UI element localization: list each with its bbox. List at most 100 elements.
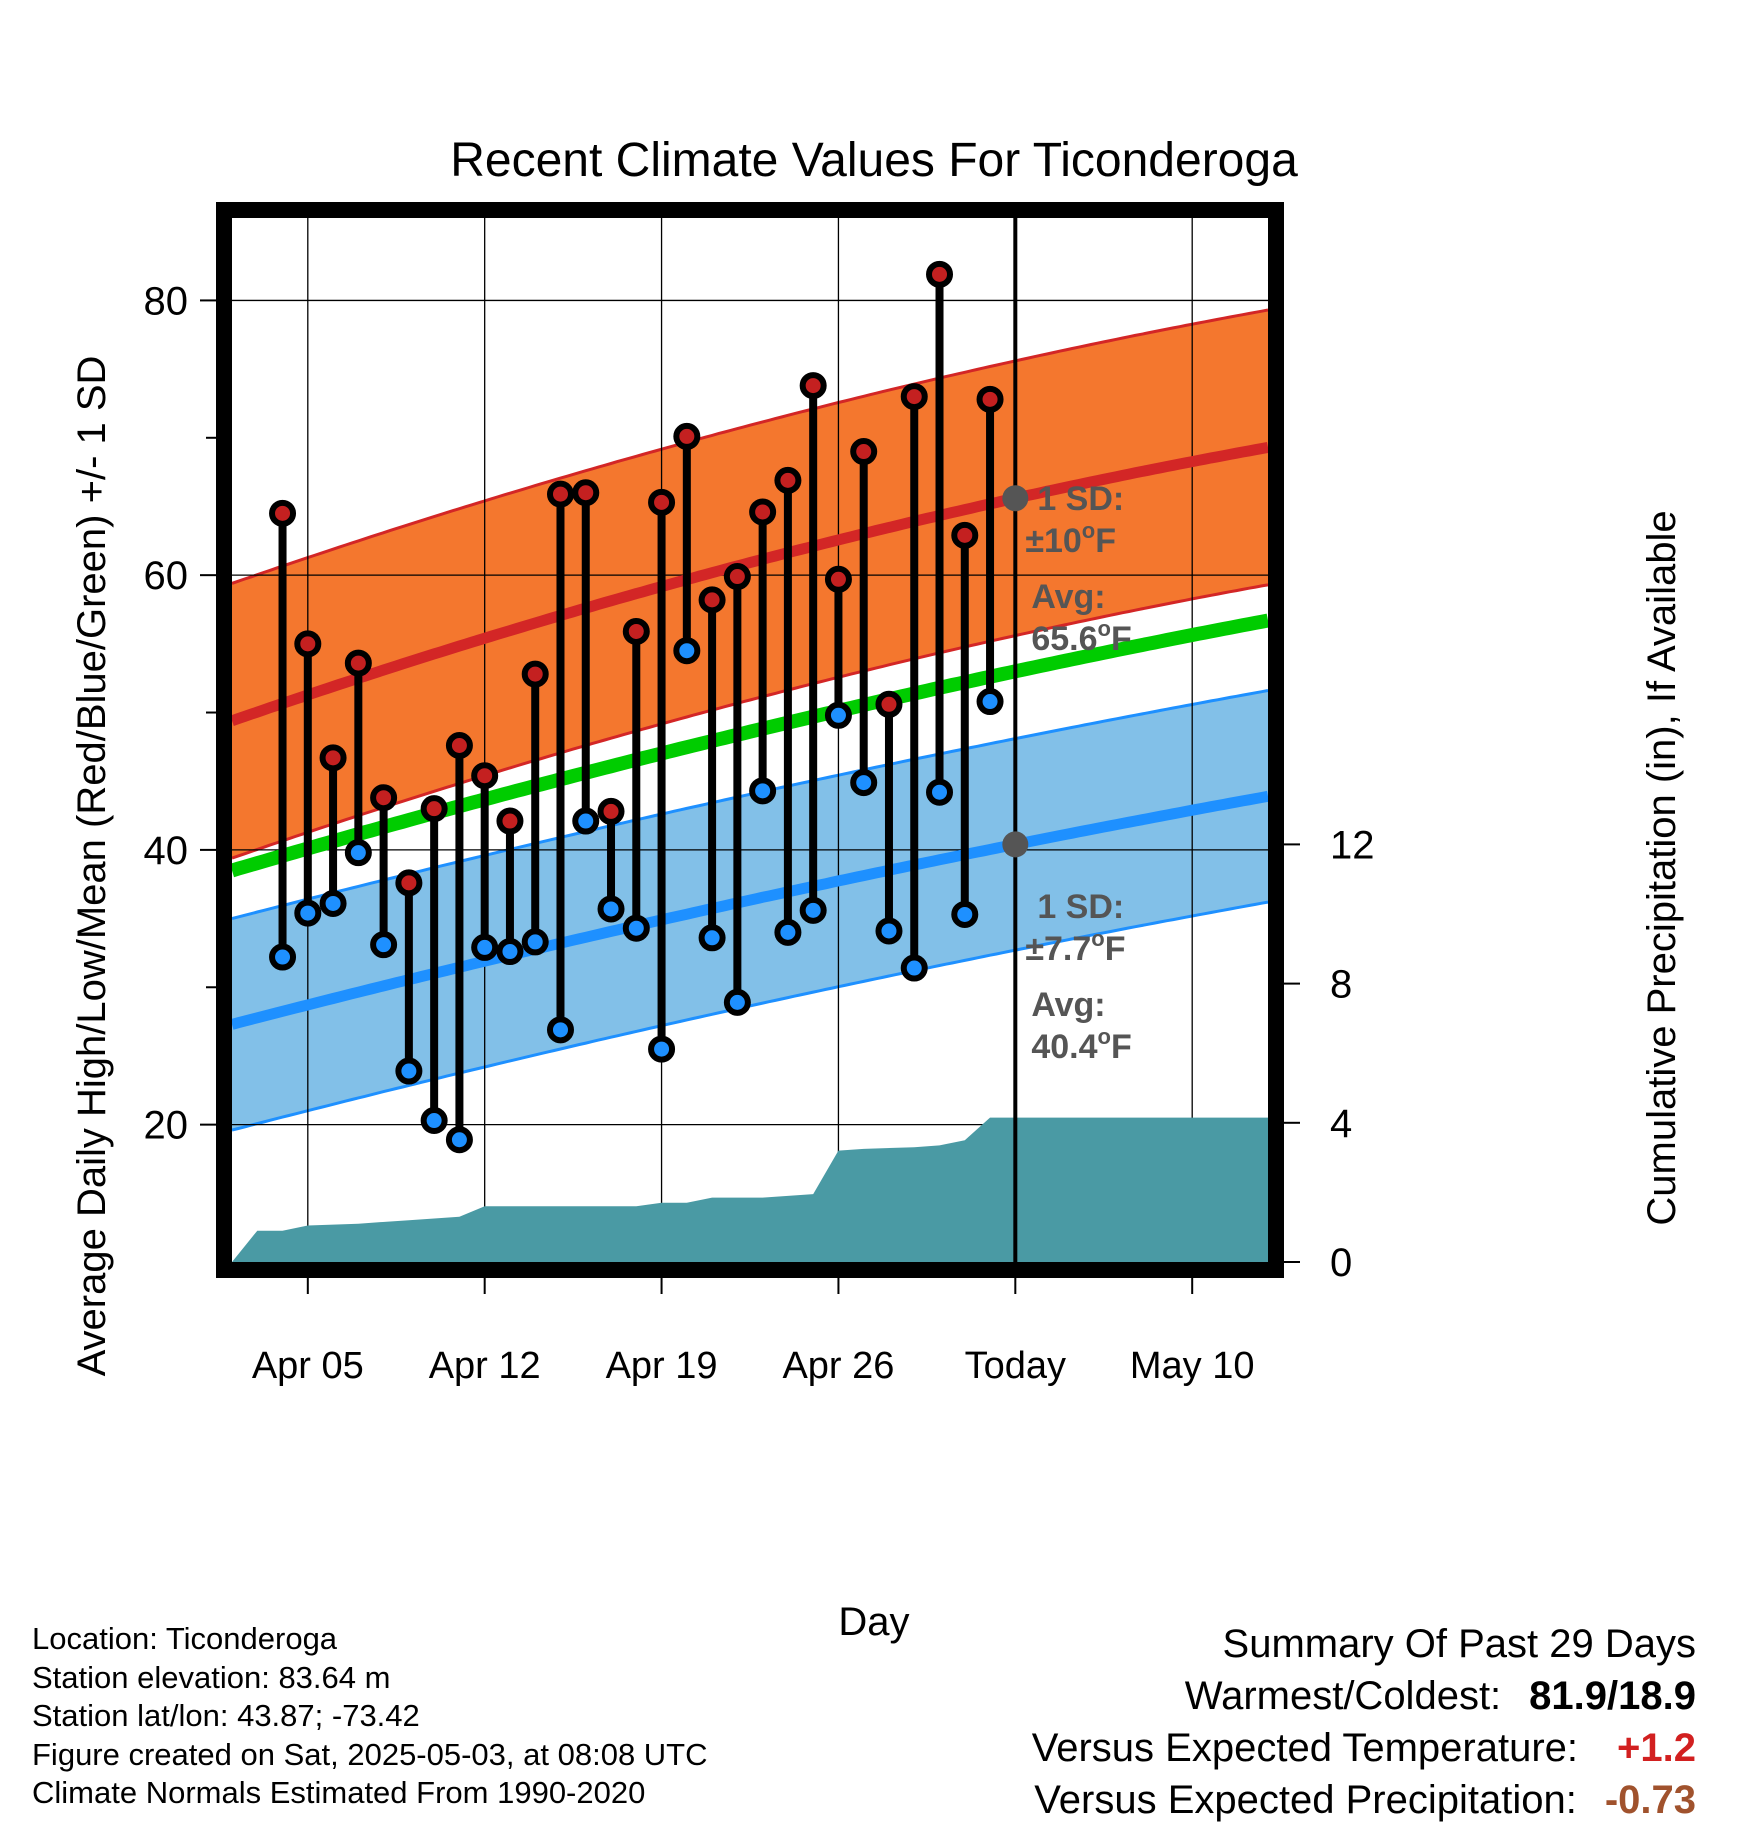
high-point — [622, 617, 650, 645]
high-point — [799, 372, 827, 400]
low-point — [496, 938, 524, 966]
high-point — [445, 731, 473, 759]
warmest-value: 81.9/18.9 — [1529, 1674, 1696, 1718]
high-point — [471, 762, 499, 790]
low-point — [521, 928, 549, 956]
high-point — [344, 649, 372, 677]
high-point — [951, 521, 979, 549]
low-point — [673, 637, 701, 665]
low-point — [723, 988, 751, 1016]
low-point — [698, 924, 726, 952]
days-label-line2: Days — [1029, 1412, 1115, 1453]
low-avg-value: 40.4oF — [1031, 1024, 1131, 1066]
x-tick-label: May 10 — [1130, 1345, 1255, 1387]
location-text: Location: Ticonderoga — [32, 1621, 338, 1656]
high-point — [648, 488, 676, 516]
y-axis-label: Average Daily High/Low/Mean (Red/Blue/Gr… — [70, 356, 114, 1377]
high-point — [521, 660, 549, 688]
high-point — [370, 784, 398, 812]
high-point — [395, 869, 423, 897]
low-point — [951, 900, 979, 928]
x-tick-label: Apr 12 — [429, 1345, 541, 1387]
low-sd-label: 1 SD: — [1037, 888, 1124, 926]
high-point — [723, 563, 751, 591]
high-point — [850, 438, 878, 466]
high-sd-upper-edge — [232, 308, 1268, 585]
low-point — [622, 914, 650, 942]
low-point — [269, 943, 297, 971]
high-sd-band — [232, 310, 1268, 859]
low-point — [445, 1126, 473, 1154]
high-point — [269, 499, 297, 527]
high-point — [420, 795, 448, 823]
high-point — [597, 797, 625, 825]
y-right-tick-label: 12 — [1330, 823, 1375, 867]
low-point — [319, 889, 347, 917]
elevation-text: Station elevation: 83.64 m — [32, 1659, 391, 1695]
low-sd-band — [232, 690, 1268, 1131]
y-right-tick-label: 8 — [1330, 963, 1352, 1007]
precip-area — [232, 1117, 1268, 1262]
temp-label: Versus Expected Temperature: — [1031, 1726, 1578, 1770]
high-avg-value: 65.6oF — [1031, 616, 1131, 658]
normals-text: Climate Normals Estimated From 1990-2020 — [32, 1775, 646, 1810]
summary-panel: Summary Of Past 29 Days Warmest/Coldest:… — [1032, 1618, 1696, 1826]
summary-temp-row: Versus Expected Temperature: +1.2 — [1032, 1722, 1696, 1774]
low-point — [572, 807, 600, 835]
summary-heading: Summary Of Past 29 Days — [1222, 1622, 1696, 1666]
high-point — [976, 385, 1004, 413]
high-point — [749, 498, 777, 526]
low-point — [471, 933, 499, 961]
low-point — [395, 1057, 423, 1085]
low-avg-label: Avg: — [1031, 986, 1105, 1024]
y-tick-label: 80 — [144, 279, 189, 323]
high-point — [572, 479, 600, 507]
created-text: Figure created on Sat, 2025-05-03, at 08… — [32, 1736, 708, 1772]
low-point — [850, 769, 878, 797]
low-point — [774, 918, 802, 946]
low-point — [824, 701, 852, 729]
high-sd-lower-edge — [232, 583, 1268, 860]
high-point — [926, 260, 954, 288]
chart-title: Recent Climate Values For Ticonderoga — [450, 134, 1298, 187]
y-axis-right-label: Cumulative Precipitation (in), If Availa… — [1640, 510, 1684, 1225]
high-point — [698, 586, 726, 614]
low-point — [344, 839, 372, 867]
high-point — [824, 565, 852, 593]
high-point — [900, 383, 928, 411]
low-point — [749, 777, 777, 805]
x-axis-label: Day — [838, 1600, 909, 1644]
low-point — [420, 1107, 448, 1135]
high-point — [496, 807, 524, 835]
high-point — [546, 480, 574, 508]
precip-value: -0.73 — [1604, 1778, 1696, 1822]
high-point — [774, 466, 802, 494]
y-tick-label: 20 — [144, 1104, 189, 1148]
summary-precip-row: Versus Expected Precipitation: -0.73 — [1032, 1774, 1696, 1826]
low-point — [597, 895, 625, 923]
today-high-avg-marker — [1002, 485, 1029, 512]
low-point — [926, 778, 954, 806]
station-info: Location: Ticonderoga Station elevation:… — [32, 1620, 708, 1813]
high-point — [319, 744, 347, 772]
normal-mean-line — [232, 613, 1268, 878]
x-tick-label: Apr 19 — [606, 1345, 718, 1387]
high-point — [294, 630, 322, 658]
warmest-label: Warmest/Coldest: — [1184, 1674, 1502, 1718]
low-point — [294, 899, 322, 927]
y-right-tick-label: 4 — [1330, 1102, 1352, 1146]
temp-value: +1.2 — [1617, 1726, 1696, 1770]
low-point — [900, 954, 928, 982]
low-point — [648, 1035, 676, 1063]
latlon-text: Station lat/lon: 43.87; -73.42 — [32, 1698, 420, 1733]
high-sd-value: ±10oF — [1025, 518, 1116, 560]
normal-low-line — [232, 790, 1268, 1030]
y-tick-label: 60 — [144, 554, 189, 598]
y-right-tick-label: 0 — [1330, 1241, 1352, 1285]
low-point — [976, 688, 1004, 716]
plot-frame — [216, 202, 1284, 1278]
today-low-avg-marker — [1002, 831, 1029, 858]
x-tick-label: Today — [965, 1345, 1066, 1387]
